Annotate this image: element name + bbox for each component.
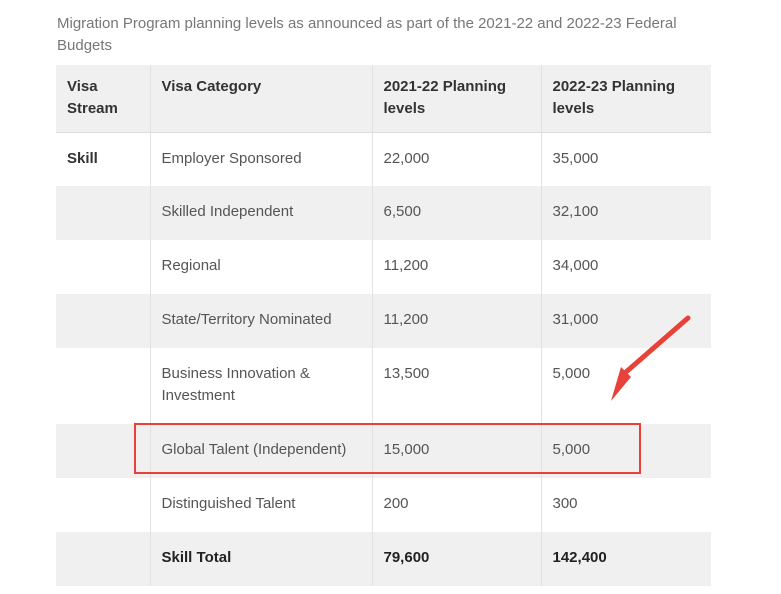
table-row: Skill Employer Sponsored 22,000 35,000 — [56, 132, 711, 186]
cell-2021-22: 15,000 — [371, 424, 541, 478]
cell-text: 11,200 — [383, 311, 429, 328]
cell-text: 79,600 — [383, 549, 430, 566]
cell-text: Skill Total — [161, 549, 232, 566]
cell-text: 11,200 — [383, 257, 429, 274]
cell-2022-23: 32,100 — [540, 186, 711, 240]
cell-2022-23: 31,000 — [540, 294, 711, 348]
cell-visa-category: Regional — [149, 240, 372, 294]
cell-text: 6,500 — [383, 203, 422, 220]
cell-2021-22: 79,600 — [371, 532, 541, 586]
table-row: Distinguished Talent 200 300 — [56, 478, 711, 532]
cell-text: 32,100 — [552, 203, 599, 220]
cell-2021-22: 200 — [371, 478, 541, 532]
table-row: Regional 11,200 34,000 — [56, 240, 711, 294]
cell-text: Employer Sponsored — [161, 149, 302, 167]
cell-2021-22: 13,500 — [371, 348, 541, 424]
cell-2021-22: 11,200 — [371, 240, 541, 294]
cell-visa-category: Skilled Independent — [149, 186, 372, 240]
table-row-highlighted: Global Talent (Independent) 15,000 5,000 — [56, 424, 711, 478]
table-header-row: Visa Stream Visa Category 2021-22 Planni… — [56, 65, 711, 133]
cell-text: 13,500 — [383, 365, 430, 382]
cell-text: 200 — [383, 495, 409, 512]
cell-text: 5,000 — [552, 365, 591, 382]
cell-2021-22: 6,500 — [371, 186, 541, 240]
cell-text: 5,000 — [552, 441, 591, 458]
header-2021-22-planning-levels: 2021-22 Planning levels — [371, 65, 541, 133]
cell-visa-category: Employer Sponsored — [149, 132, 372, 186]
cell-text: Regional — [161, 257, 221, 274]
cell-text: Business Innovation & Investment — [161, 365, 310, 404]
table-row: Skilled Independent 6,500 32,100 — [56, 186, 711, 240]
cell-visa-stream — [56, 424, 150, 478]
table-row: State/Territory Nominated 11,200 31,000 — [56, 294, 711, 348]
table-caption: Migration Program planning levels as ann… — [57, 15, 677, 54]
cell-text: State/Territory Nominated — [161, 311, 332, 328]
table-row-total: Skill Total 79,600 142,400 — [56, 532, 711, 586]
header-2022-23-planning-levels: 2022-23 Planning levels — [540, 65, 711, 133]
cell-2022-23: 5,000 — [540, 424, 711, 478]
header-visa-stream: Visa Stream — [56, 65, 150, 133]
cell-text: Skilled Independent — [161, 203, 294, 220]
cell-2021-22: 11,200 — [371, 294, 541, 348]
header-visa-category: Visa Category — [149, 65, 372, 133]
cell-text: 142,400 — [552, 549, 607, 566]
cell-visa-stream — [56, 186, 150, 240]
cell-visa-stream — [56, 532, 150, 586]
cell-visa-category: Business Innovation & Investment — [149, 348, 372, 424]
cell-visa-stream — [56, 478, 150, 532]
cell-text: Distinguished Talent — [161, 495, 296, 512]
cell-2022-23: 142,400 — [540, 532, 711, 586]
cell-text: 34,000 — [552, 257, 599, 274]
cell-text: 35,000 — [552, 149, 599, 167]
cell-2022-23: 5,000 — [540, 348, 711, 424]
planning-levels-table: Visa Stream Visa Category 2021-22 Planni… — [56, 65, 711, 586]
cell-visa-category: State/Territory Nominated — [149, 294, 372, 348]
cell-text: 300 — [552, 495, 578, 512]
cell-visa-stream — [56, 348, 150, 424]
cell-2022-23: 35,000 — [540, 132, 711, 186]
cell-2022-23: 300 — [540, 478, 711, 532]
cell-visa-stream — [56, 240, 150, 294]
cell-text: 15,000 — [383, 441, 430, 458]
cell-visa-category: Distinguished Talent — [149, 478, 372, 532]
cell-text: Global Talent (Independent) — [161, 441, 347, 458]
cell-visa-stream: Skill — [67, 149, 98, 167]
cell-visa-category: Skill Total — [149, 532, 372, 586]
cell-visa-category: Global Talent (Independent) — [149, 424, 372, 478]
cell-text: 31,000 — [552, 311, 599, 328]
cell-2021-22: 22,000 — [371, 132, 541, 186]
cell-text: 22,000 — [383, 149, 430, 167]
cell-visa-stream — [56, 294, 150, 348]
table-row: Business Innovation & Investment 13,500 … — [56, 348, 711, 424]
cell-2022-23: 34,000 — [540, 240, 711, 294]
